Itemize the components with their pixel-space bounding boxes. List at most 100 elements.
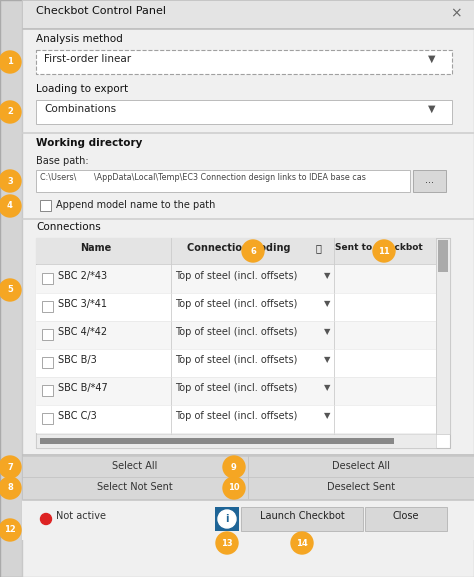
Bar [42,273,53,284]
Bar [36,321,436,349]
Circle shape [218,510,236,528]
Bar [36,434,436,448]
Text: SBC B/3: SBC B/3 [58,355,97,365]
Bar [40,438,394,444]
Bar [42,413,53,424]
Bar [413,170,446,192]
Circle shape [216,532,238,554]
Text: ▼: ▼ [324,355,330,364]
Circle shape [0,170,21,192]
Text: Top of steel (incl. offsets): Top of steel (incl. offsets) [175,271,297,281]
Bar [248,456,474,478]
Bar [365,507,447,531]
Circle shape [373,240,395,262]
Bar [241,507,363,531]
Text: 13: 13 [221,538,233,548]
Circle shape [40,514,52,524]
Bar [36,238,450,448]
Text: ▼: ▼ [324,271,330,280]
Text: ×: × [450,6,462,20]
Bar [22,454,474,455]
Bar [248,477,474,499]
Bar [22,500,474,540]
Bar [36,264,436,265]
Bar [42,329,53,340]
Circle shape [223,477,245,499]
Text: SBC 4/*42: SBC 4/*42 [58,327,107,337]
Bar [36,100,452,124]
Bar [36,170,410,192]
Text: Analysis method: Analysis method [36,34,123,44]
Text: Name: Name [81,243,111,253]
Text: 3: 3 [7,177,13,185]
Text: Top of steel (incl. offsets): Top of steel (incl. offsets) [175,327,297,337]
Text: Connection noding: Connection noding [187,243,291,253]
Bar [36,377,436,405]
Bar [36,293,436,321]
Text: Top of steel (incl. offsets): Top of steel (incl. offsets) [175,411,297,421]
Text: 7: 7 [7,463,13,471]
Circle shape [0,519,21,541]
Bar [36,405,436,433]
Bar [40,200,51,211]
Bar [36,349,436,377]
Text: Not active: Not active [56,511,106,521]
Circle shape [291,532,313,554]
Bar [22,456,248,478]
Text: 8: 8 [7,484,13,493]
Text: C:\Users\       \AppData\Local\Temp\EC3 Connection design links to IDEA base cas: C:\Users\ \AppData\Local\Temp\EC3 Connec… [40,173,366,182]
Text: Connections: Connections [36,222,101,232]
Text: ▼: ▼ [324,383,330,392]
Text: ...: ... [426,175,435,185]
Bar [22,477,248,499]
Text: Top of steel (incl. offsets): Top of steel (incl. offsets) [175,355,297,365]
Text: Deselect All: Deselect All [332,461,390,471]
Circle shape [0,195,21,217]
Text: 12: 12 [4,526,16,534]
Text: Working directory: Working directory [36,138,142,148]
Bar [22,218,474,219]
Text: SBC 2/*43: SBC 2/*43 [58,271,107,281]
Text: Launch Checkbot: Launch Checkbot [260,511,345,521]
Text: ⓘ: ⓘ [316,243,322,253]
Text: Sent to Checkbot: Sent to Checkbot [335,243,423,252]
Circle shape [0,456,21,478]
Bar [436,238,450,434]
Text: 10: 10 [228,484,240,493]
Text: 5: 5 [7,286,13,294]
Bar [42,385,53,396]
Bar [22,132,474,133]
Text: SBC C/3: SBC C/3 [58,411,97,421]
Text: Combinations: Combinations [44,104,116,114]
Text: 9: 9 [231,463,237,471]
Text: SBC 3/*41: SBC 3/*41 [58,299,107,309]
Bar [42,357,53,368]
Bar [215,507,239,531]
Circle shape [0,101,21,123]
Text: 2: 2 [7,107,13,117]
Text: Checkbot Control Panel: Checkbot Control Panel [36,6,166,16]
Text: 11: 11 [378,246,390,256]
Bar [22,28,474,29]
Text: Base path:: Base path: [36,156,89,166]
Bar [438,240,448,272]
Text: Top of steel (incl. offsets): Top of steel (incl. offsets) [175,299,297,309]
Text: SBC B/*47: SBC B/*47 [58,383,108,393]
Text: ▼: ▼ [324,411,330,420]
Circle shape [0,51,21,73]
Text: Append model name to the path: Append model name to the path [56,200,215,210]
Text: Select Not Sent: Select Not Sent [97,482,173,492]
Text: ▼: ▼ [428,54,436,64]
Text: i: i [225,514,229,524]
Bar [22,0,474,28]
Circle shape [223,456,245,478]
Circle shape [242,240,264,262]
Text: Deselect Sent: Deselect Sent [327,482,395,492]
Circle shape [0,477,21,499]
Text: ▼: ▼ [324,327,330,336]
Text: 4: 4 [7,201,13,211]
Text: Close: Close [393,511,419,521]
Text: Loading to export: Loading to export [36,84,128,94]
Bar [36,50,452,74]
Text: 14: 14 [296,538,308,548]
